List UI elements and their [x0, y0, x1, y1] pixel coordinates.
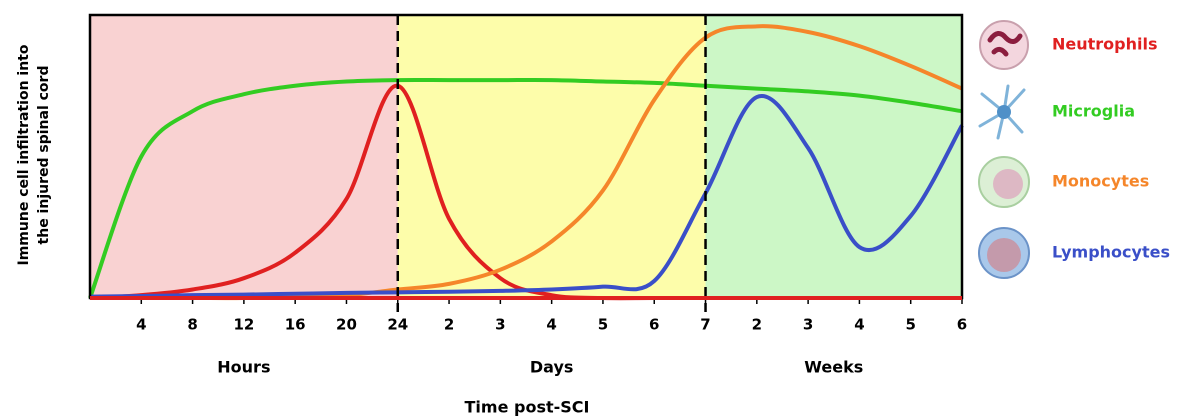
x-tick-label: 2 — [752, 316, 762, 334]
x-tick-label: 4 — [546, 316, 556, 334]
phase-label: Weeks — [804, 358, 863, 377]
x-tick-label: 8 — [187, 316, 197, 334]
x-tick-label: 7 — [700, 316, 710, 334]
x-tick-label: 4 — [854, 316, 864, 334]
x-tick-label: 6 — [649, 316, 659, 334]
x-tick-label: 4 — [136, 316, 146, 334]
x-tick-label: 5 — [905, 316, 915, 334]
y-axis-title: the injured spinal cord — [36, 66, 52, 245]
phase-label: Days — [530, 358, 574, 377]
x-tick-label: 20 — [336, 316, 357, 334]
x-tick-label: 2 — [444, 316, 454, 334]
x-tick-label: 16 — [285, 316, 306, 334]
legend-label: Microglia — [1052, 102, 1135, 121]
phase-band — [90, 15, 398, 298]
phase-label: Hours — [217, 358, 270, 377]
legend-label: Neutrophils — [1052, 35, 1158, 54]
legend-label: Lymphocytes — [1052, 243, 1170, 262]
x-tick-label: 3 — [803, 316, 813, 334]
x-tick-label: 3 — [495, 316, 505, 334]
x-tick-label: 6 — [957, 316, 967, 334]
x-tick-label: 5 — [598, 316, 608, 334]
legend-icons — [978, 20, 1030, 279]
x-axis-title: Time post-SCI — [465, 398, 590, 417]
series-line — [88, 77, 963, 299]
phase-band — [705, 15, 962, 298]
legend-label: Monocytes — [1052, 172, 1149, 191]
series-line — [89, 94, 964, 299]
y-axis-title: Immune cell infiltration into — [16, 44, 32, 265]
x-tick-label: 12 — [233, 316, 254, 334]
x-tick-label: 24 — [387, 316, 408, 334]
phase-band — [397, 15, 706, 298]
